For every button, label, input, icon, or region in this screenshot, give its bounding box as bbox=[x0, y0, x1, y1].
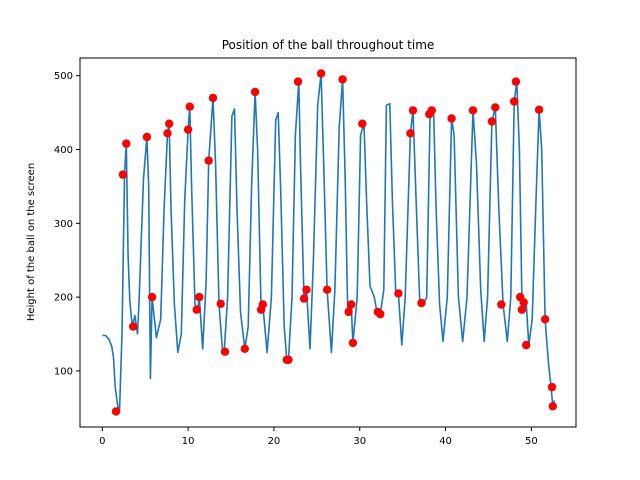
data-point-marker bbox=[447, 114, 456, 123]
y-tick-label: 300 bbox=[54, 219, 73, 230]
data-point-marker bbox=[322, 285, 332, 294]
x-tick-label: 40 bbox=[439, 436, 452, 447]
data-point-marker bbox=[299, 294, 309, 303]
data-point-marker bbox=[406, 129, 415, 138]
data-point-marker bbox=[316, 69, 326, 78]
data-point-marker bbox=[204, 156, 213, 165]
chart-title: Position of the ball throughout time bbox=[222, 38, 435, 52]
data-point-marker bbox=[417, 298, 426, 308]
y-tick-label: 500 bbox=[54, 71, 73, 82]
data-point-marker bbox=[192, 305, 201, 314]
data-point-marker bbox=[250, 87, 260, 97]
data-point-marker bbox=[122, 139, 131, 148]
data-point-marker bbox=[258, 300, 267, 309]
data-point-marker bbox=[118, 170, 128, 179]
data-point-marker bbox=[284, 355, 293, 364]
data-point-marker bbox=[519, 298, 528, 307]
data-point-marker bbox=[147, 292, 157, 302]
plot-area-frame bbox=[79, 57, 577, 428]
data-point-marker bbox=[394, 289, 403, 298]
data-point-marker bbox=[142, 132, 152, 142]
data-point-marker bbox=[185, 102, 194, 111]
series-line-group bbox=[102, 72, 556, 413]
data-point-marker bbox=[302, 285, 311, 294]
data-point-marker bbox=[129, 322, 138, 331]
data-point-marker bbox=[165, 119, 174, 128]
data-point-marker bbox=[540, 315, 550, 324]
data-point-marker bbox=[408, 106, 418, 115]
data-point-marker bbox=[511, 77, 521, 86]
data-point-marker bbox=[208, 93, 218, 103]
data-point-marker bbox=[376, 309, 385, 319]
x-tick-label: 20 bbox=[268, 436, 281, 447]
series-marker-group bbox=[111, 69, 557, 416]
data-point-marker bbox=[547, 382, 557, 392]
data-point-marker bbox=[491, 103, 500, 112]
data-point-marker bbox=[338, 75, 347, 84]
data-point-marker bbox=[183, 125, 193, 134]
data-point-marker bbox=[522, 340, 531, 350]
data-point-marker bbox=[548, 402, 557, 411]
data-point-marker bbox=[517, 305, 527, 314]
y-tick-label: 100 bbox=[54, 366, 73, 377]
data-point-marker bbox=[195, 292, 204, 302]
series-line bbox=[102, 72, 556, 413]
y-tick-label: 400 bbox=[54, 145, 73, 156]
y-axis-label: Height of the ball on the screen bbox=[26, 163, 37, 321]
data-point-marker bbox=[534, 105, 544, 114]
data-point-marker bbox=[487, 117, 497, 126]
data-point-marker bbox=[293, 77, 303, 86]
data-point-marker bbox=[348, 338, 358, 348]
x-tick-label: 30 bbox=[353, 436, 366, 447]
x-tick-label: 10 bbox=[182, 436, 195, 447]
data-point-marker bbox=[220, 347, 230, 356]
x-tick-label: 0 bbox=[99, 436, 105, 447]
y-tick-label: 200 bbox=[54, 293, 73, 304]
data-point-marker bbox=[216, 299, 225, 308]
data-point-marker bbox=[497, 300, 506, 309]
data-point-marker bbox=[510, 97, 519, 106]
axis-ticks-group: 0 10 20 30 40 50 100 200 300 400 500 bbox=[54, 71, 538, 447]
data-point-marker bbox=[427, 106, 436, 115]
data-point-marker bbox=[358, 119, 367, 128]
data-point-marker bbox=[347, 300, 356, 309]
data-point-marker bbox=[111, 407, 121, 416]
data-point-marker bbox=[344, 307, 353, 317]
data-point-marker bbox=[468, 106, 478, 115]
data-point-marker bbox=[240, 344, 249, 353]
data-point-marker bbox=[163, 129, 172, 138]
x-tick-label: 50 bbox=[525, 436, 538, 447]
